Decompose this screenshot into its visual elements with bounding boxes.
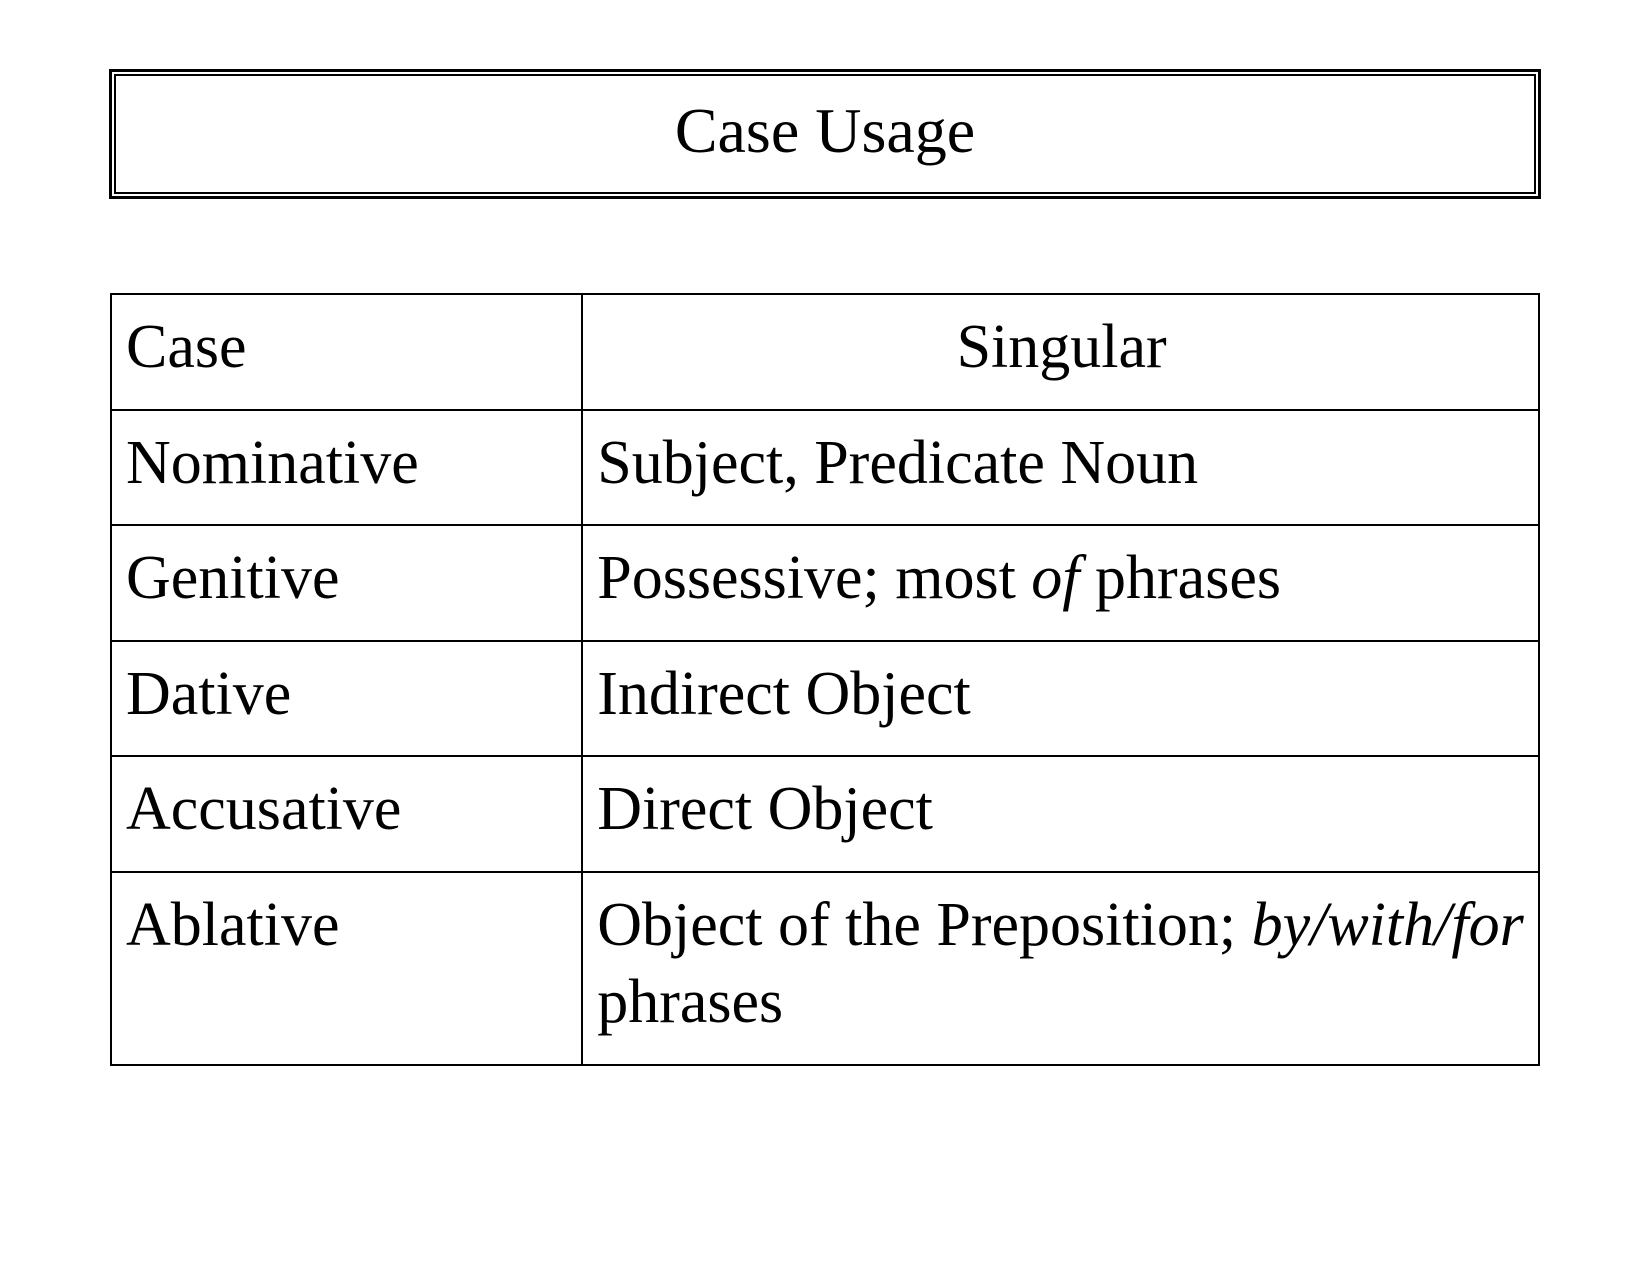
usage-text: Object of the Preposition; (597, 891, 1251, 959)
cell-case: Dative (111, 641, 582, 757)
table-header-row: Case Singular (111, 294, 1539, 410)
page: Case Usage Case Singular Nominative Subj… (0, 0, 1650, 1275)
header-case: Case (111, 294, 582, 410)
cell-usage: Indirect Object (582, 641, 1539, 757)
cell-usage: Possessive; most of phrases (582, 525, 1539, 641)
usage-italic: of (1031, 544, 1079, 612)
header-usage: Singular (582, 294, 1539, 410)
cell-usage: Object of the Preposition; by/with/for p… (582, 872, 1539, 1065)
cell-case: Nominative (111, 410, 582, 526)
table-row: Dative Indirect Object (111, 641, 1539, 757)
table-row: Ablative Object of the Preposition; by/w… (111, 872, 1539, 1065)
cell-usage: Direct Object (582, 756, 1539, 872)
cell-case: Genitive (111, 525, 582, 641)
table-row: Nominative Subject, Predicate Noun (111, 410, 1539, 526)
table-row: Genitive Possessive; most of phrases (111, 525, 1539, 641)
title-box: Case Usage (110, 70, 1540, 198)
usage-text: Possessive; most (597, 544, 1031, 612)
usage-text: phrases (1080, 544, 1281, 612)
cell-case: Ablative (111, 872, 582, 1065)
page-title: Case Usage (116, 96, 1534, 166)
table-row: Accusative Direct Object (111, 756, 1539, 872)
cell-case: Accusative (111, 756, 582, 872)
usage-text: phrases (597, 968, 783, 1036)
cell-usage: Subject, Predicate Noun (582, 410, 1539, 526)
case-usage-table: Case Singular Nominative Subject, Predic… (110, 293, 1540, 1066)
usage-italic: by/with/for (1252, 891, 1524, 959)
